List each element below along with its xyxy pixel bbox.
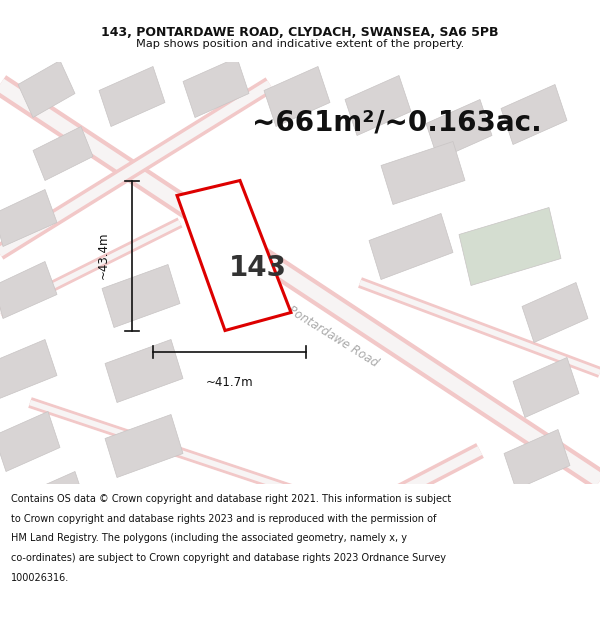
- FancyBboxPatch shape: [0, 484, 600, 612]
- Text: 143, PONTARDAWE ROAD, CLYDACH, SWANSEA, SA6 5PB: 143, PONTARDAWE ROAD, CLYDACH, SWANSEA, …: [101, 26, 499, 39]
- Polygon shape: [381, 519, 444, 579]
- Polygon shape: [522, 282, 588, 342]
- Polygon shape: [0, 261, 57, 319]
- FancyBboxPatch shape: [0, 12, 600, 62]
- Polygon shape: [138, 538, 201, 594]
- Text: ~661m²/~0.163ac.: ~661m²/~0.163ac.: [252, 109, 542, 136]
- Polygon shape: [33, 126, 93, 181]
- Text: to Crown copyright and database rights 2023 and is reproduced with the permissio: to Crown copyright and database rights 2…: [11, 514, 436, 524]
- Polygon shape: [501, 84, 567, 144]
- Polygon shape: [381, 141, 465, 204]
- Polygon shape: [426, 99, 492, 159]
- Polygon shape: [369, 214, 453, 279]
- Polygon shape: [0, 189, 57, 246]
- Polygon shape: [99, 66, 165, 126]
- Text: 143: 143: [229, 254, 287, 281]
- Polygon shape: [264, 66, 330, 126]
- Polygon shape: [18, 61, 75, 118]
- Text: co-ordinates) are subject to Crown copyright and database rights 2023 Ordnance S: co-ordinates) are subject to Crown copyr…: [11, 553, 446, 563]
- Polygon shape: [177, 181, 291, 331]
- Text: ~43.4m: ~43.4m: [97, 232, 110, 279]
- Text: 100026316.: 100026316.: [11, 573, 69, 583]
- Text: Pontardawe Road: Pontardawe Road: [286, 303, 380, 369]
- Polygon shape: [459, 208, 561, 286]
- Polygon shape: [534, 501, 600, 561]
- Polygon shape: [504, 429, 570, 489]
- Text: ~41.7m: ~41.7m: [206, 376, 253, 389]
- Text: Map shows position and indicative extent of the property.: Map shows position and indicative extent…: [136, 39, 464, 49]
- Polygon shape: [102, 264, 180, 328]
- Polygon shape: [513, 357, 579, 418]
- Polygon shape: [459, 511, 525, 571]
- Polygon shape: [0, 411, 60, 471]
- Polygon shape: [21, 471, 87, 531]
- Polygon shape: [105, 414, 183, 478]
- Polygon shape: [183, 58, 249, 118]
- Polygon shape: [54, 534, 120, 594]
- Text: HM Land Registry. The polygons (including the associated geometry, namely x, y: HM Land Registry. The polygons (includin…: [11, 533, 407, 543]
- Polygon shape: [294, 526, 363, 586]
- Polygon shape: [105, 339, 183, 402]
- Text: Contains OS data © Crown copyright and database right 2021. This information is : Contains OS data © Crown copyright and d…: [11, 494, 451, 504]
- Polygon shape: [345, 76, 411, 136]
- Polygon shape: [0, 339, 57, 399]
- Polygon shape: [219, 531, 285, 591]
